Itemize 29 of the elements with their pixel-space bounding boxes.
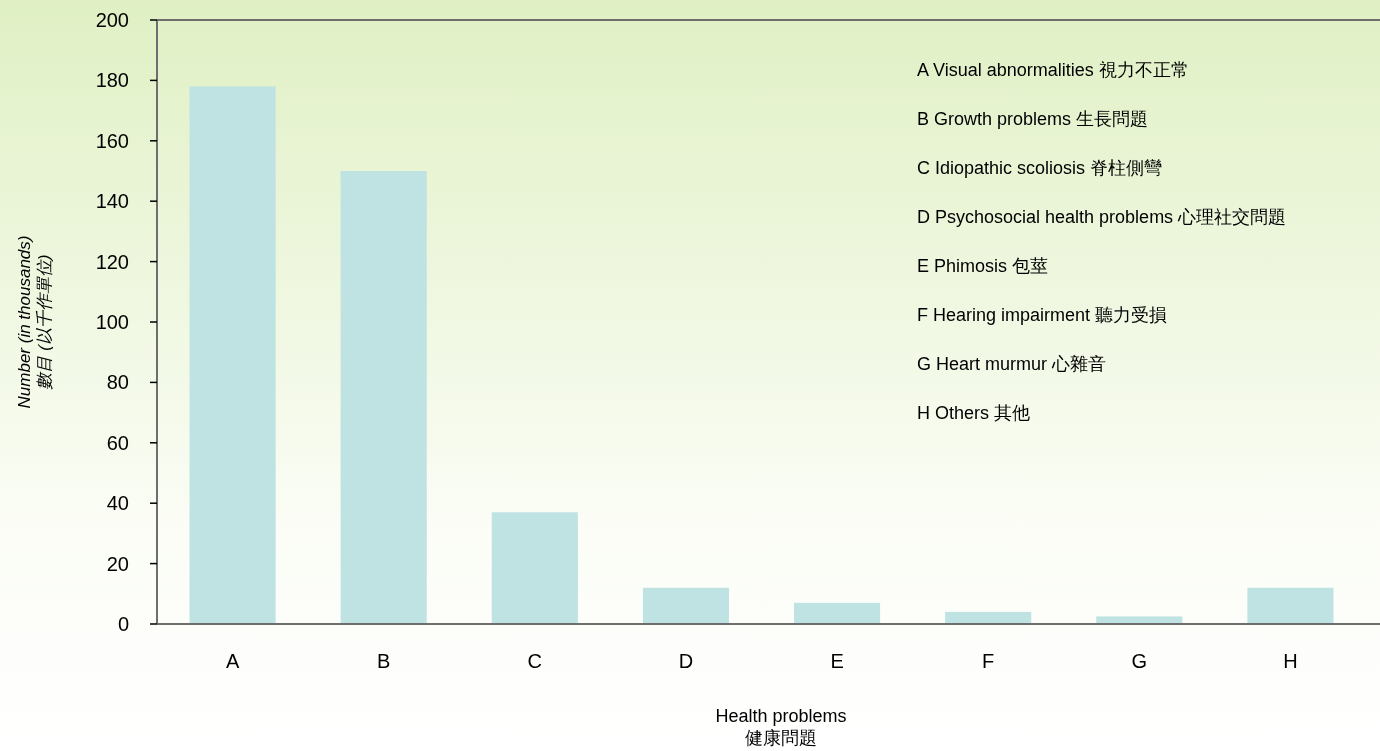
- annotation: B Growth problems 生長問題: [917, 109, 1149, 130]
- x-tick-label: H: [1283, 650, 1298, 672]
- annotation: F Hearing impairment 聽力受損: [917, 305, 1168, 326]
- annotation: A Visual abnormalities 視力不正常: [917, 60, 1189, 81]
- x-tick-label: F: [982, 650, 995, 672]
- x-tick-label: G: [1131, 650, 1148, 672]
- x-tick-label: C: [527, 650, 543, 672]
- y-tick-label: 80: [106, 371, 129, 394]
- annotation: E Phimosis 包莖: [917, 256, 1049, 277]
- annotation: H Others 其他: [917, 403, 1031, 424]
- y-tick-label: 120: [95, 250, 129, 273]
- x-tick-label: E: [830, 650, 844, 672]
- y-tick-label: 40: [106, 492, 129, 515]
- y-tick-label: 140: [95, 190, 129, 213]
- x-tick-label: D: [678, 650, 694, 672]
- y-axis-title: Number (in thousands) 數目 (以千作單位): [15, 235, 55, 409]
- y-tick-label: 200: [95, 9, 129, 31]
- x-axis-title: Health problems 健康問題: [715, 706, 847, 748]
- x-tick-label: A: [225, 650, 240, 672]
- y-tick-label: 160: [95, 129, 129, 152]
- y-tick-label: 100: [95, 311, 129, 333]
- y-tick-label: 60: [106, 431, 129, 454]
- annotation: C Idiopathic scoliosis 脊柱側彎: [917, 158, 1163, 179]
- annotation: D Psychosocial health problems 心理社交問題: [917, 207, 1287, 228]
- annotation: G Heart murmur 心雜音: [917, 354, 1107, 375]
- x-tick-label: B: [377, 650, 391, 672]
- y-tick-label: 180: [95, 69, 129, 92]
- y-tick-label: 20: [106, 552, 129, 575]
- y-tick-label: 0: [117, 613, 129, 635]
